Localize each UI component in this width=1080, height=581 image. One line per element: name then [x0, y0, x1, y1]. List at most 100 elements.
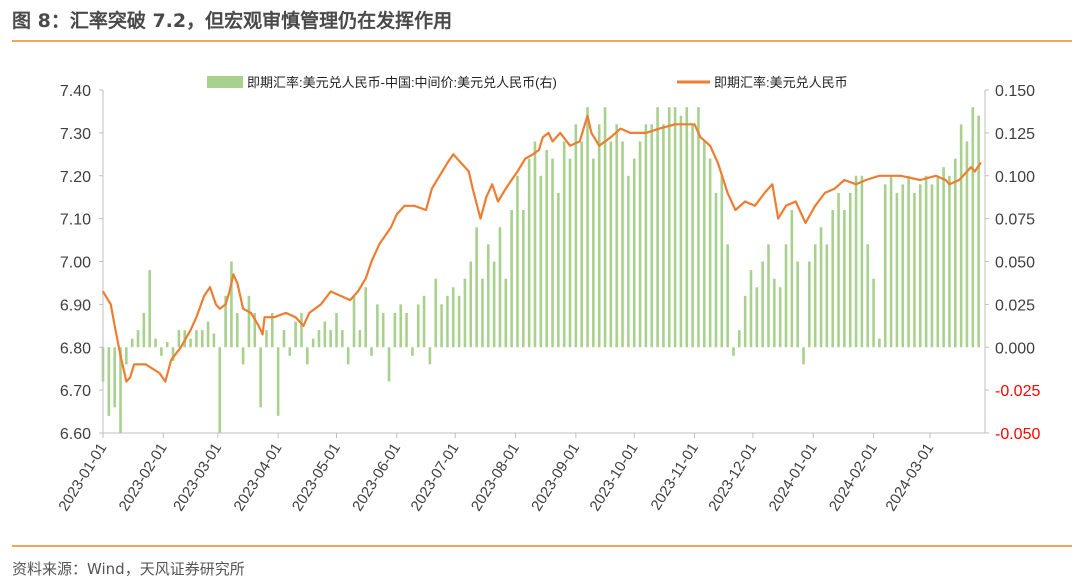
bar — [930, 184, 934, 348]
bar — [761, 261, 764, 348]
line-point — [970, 166, 972, 168]
line-point — [504, 187, 507, 190]
line-point — [693, 123, 696, 126]
line-point — [958, 179, 960, 181]
line-point — [598, 144, 600, 147]
bar — [662, 124, 665, 348]
bar — [697, 107, 700, 348]
bar — [878, 338, 881, 348]
bar — [212, 333, 216, 348]
bar — [825, 244, 829, 348]
line-point — [468, 170, 470, 173]
bar — [311, 338, 315, 348]
line-point — [717, 162, 719, 164]
bar — [446, 295, 449, 348]
bar — [516, 175, 519, 348]
line-point — [413, 204, 416, 207]
right-tick-label: 0.000 — [995, 340, 1035, 357]
x-tick-label: 2023-09-01 — [528, 440, 583, 514]
bar — [527, 158, 531, 348]
bar — [843, 210, 846, 348]
bar — [498, 227, 502, 348]
bar — [200, 330, 204, 348]
line-point — [855, 183, 857, 186]
line-point — [460, 162, 462, 164]
left-tick-label: 6.80 — [60, 340, 91, 357]
line-point — [403, 204, 406, 207]
legend-label-bar: 即期汇率:美元兑人民币-中国:中间价:美元兑人民币(右) — [247, 75, 557, 90]
line-point — [119, 355, 122, 357]
line-point — [218, 307, 221, 310]
line-point — [709, 144, 711, 147]
x-tick-label: 2023-08-01 — [468, 440, 523, 514]
bar — [597, 124, 601, 348]
right-tick-label: -0.025 — [995, 383, 1040, 400]
line-point — [446, 162, 449, 164]
bar — [341, 330, 344, 348]
legend-swatch-bar — [207, 76, 243, 88]
line-point — [973, 170, 976, 173]
bar — [557, 192, 560, 348]
line-point — [843, 179, 846, 181]
line-point — [491, 183, 493, 186]
bar — [195, 330, 198, 348]
line-point — [569, 144, 571, 147]
line-point — [228, 290, 231, 293]
right-tick-label: -0.050 — [995, 426, 1040, 443]
bar — [411, 347, 414, 356]
x-tick-label: 2024-01-01 — [766, 440, 821, 514]
bar — [586, 107, 589, 348]
bar — [323, 321, 327, 348]
left-tick-label: 6.70 — [60, 383, 91, 400]
bar — [971, 107, 975, 348]
line-point — [878, 174, 881, 177]
bar — [317, 330, 321, 348]
right-tick-label: 0.100 — [995, 169, 1035, 186]
line-point — [864, 179, 867, 181]
bar — [749, 270, 753, 348]
bar — [755, 287, 759, 348]
line-point — [294, 316, 297, 319]
line-point — [232, 273, 235, 276]
left-tick-label: 7.00 — [60, 255, 91, 272]
bar — [907, 175, 910, 348]
bar — [918, 184, 922, 348]
right-tick-label: 0.125 — [995, 126, 1035, 143]
line-point — [516, 170, 519, 173]
line-point — [261, 333, 264, 336]
line-point — [396, 213, 398, 216]
x-tick-label: 2024-02-01 — [826, 440, 881, 514]
left-tick-label: 7.20 — [60, 169, 91, 186]
bar — [457, 295, 461, 348]
footer-divider — [12, 545, 1072, 547]
bar — [953, 158, 957, 348]
bar — [346, 347, 350, 365]
bar-series — [101, 107, 980, 433]
bar — [247, 295, 251, 348]
bar — [358, 330, 362, 348]
line-point — [948, 183, 951, 186]
bar — [609, 141, 613, 348]
bar — [650, 124, 654, 348]
bar — [218, 347, 222, 433]
line-point — [645, 132, 647, 134]
line-point — [497, 200, 499, 203]
x-tick-label: 2023-02-01 — [116, 440, 171, 514]
bar — [883, 184, 887, 348]
bar — [206, 321, 210, 348]
x-tick-label: 2023-01-01 — [55, 440, 110, 514]
bar — [335, 312, 338, 348]
bar — [948, 175, 951, 348]
bar — [230, 261, 233, 348]
bar — [685, 107, 689, 348]
bar — [615, 124, 619, 348]
line-point — [242, 307, 244, 310]
bar — [702, 141, 706, 348]
bar — [831, 210, 835, 348]
bar — [393, 312, 397, 348]
bar — [259, 347, 262, 408]
bar — [574, 124, 578, 348]
bar — [481, 278, 484, 348]
line-point — [763, 192, 766, 194]
